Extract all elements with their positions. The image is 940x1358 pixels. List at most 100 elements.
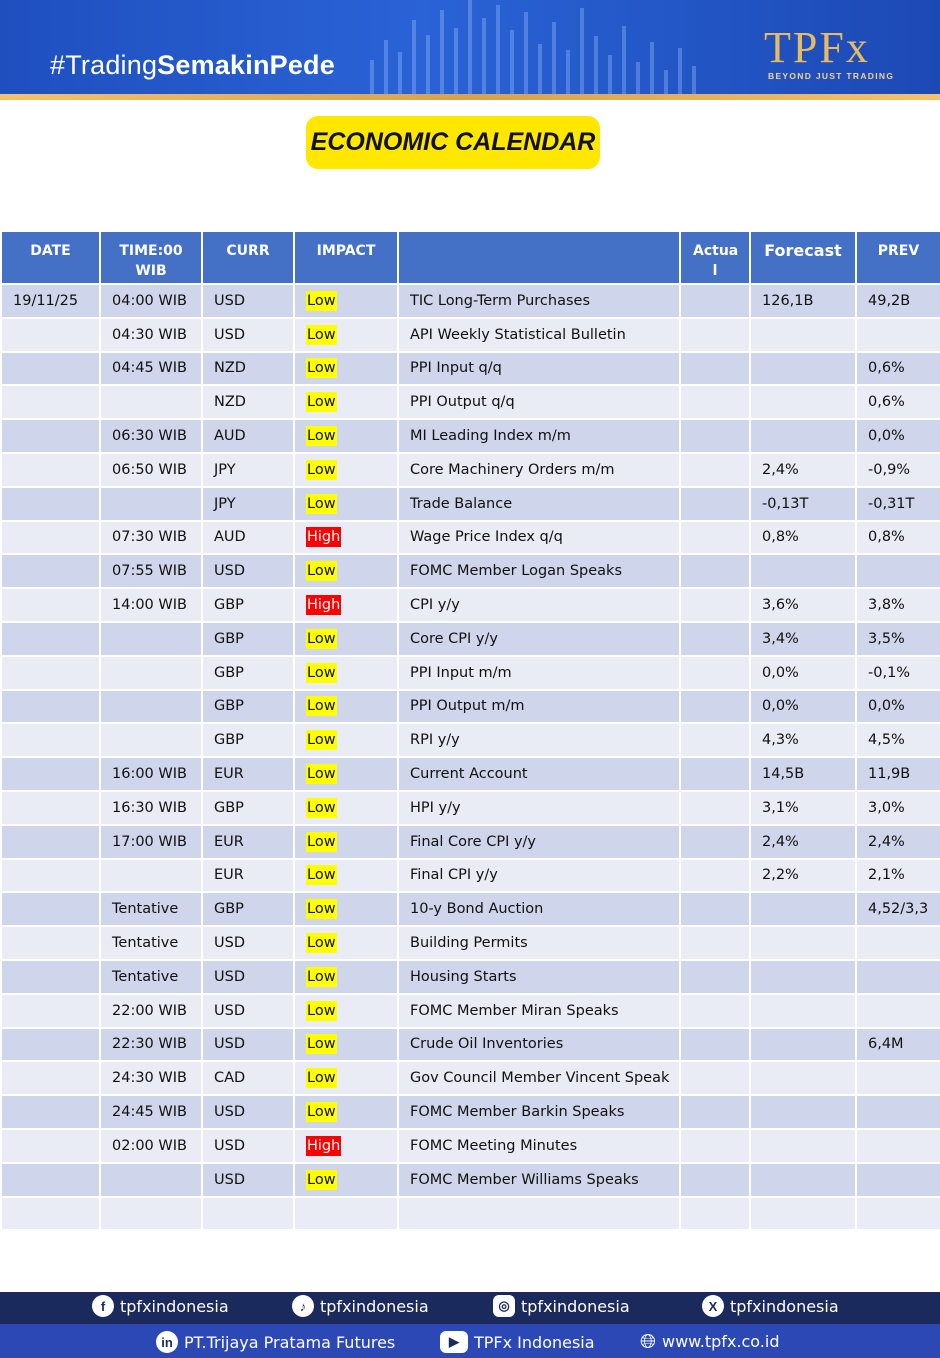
cell-forecast: 3,4% — [749, 620, 857, 657]
cell-curr: GBP — [201, 722, 295, 759]
footer-x[interactable]: X tpfxindonesia — [702, 1295, 839, 1317]
impact-badge: Low — [306, 797, 337, 818]
cell-forecast: 0,8% — [749, 519, 857, 556]
cell-time — [99, 722, 203, 759]
cell-prev: 0,0% — [855, 688, 940, 725]
cell-date — [0, 553, 101, 590]
footer-website[interactable]: 🌐︎ www.tpfx.co.id — [640, 1329, 780, 1353]
cell-time: 02:00 WIB — [99, 1127, 203, 1164]
cell-impact: Low — [293, 384, 399, 421]
table-row: Tentative GBP Low 10-y Bond Auction 4,52/3,3 — [0, 891, 940, 928]
cell-date: 19/11/25 — [0, 283, 101, 319]
table-row: 04:45 WIB NZD Low PPI Input q/q 0,6% — [0, 350, 940, 387]
table-row: 14:00 WIB GBP High CPI y/y 3,6% 3,8% — [0, 587, 940, 623]
table-header-row: DATE TIME:00 WIB CURR IMPACT Actua l For… — [0, 230, 940, 285]
cell-curr: GBP — [201, 587, 295, 623]
cell-forecast — [749, 891, 857, 928]
footer-tiktok[interactable]: ♪ tpfxindonesia — [292, 1295, 429, 1317]
cell-time: 04:45 WIB — [99, 350, 203, 387]
cell-prev — [855, 1094, 940, 1130]
cell-prev: 6,4M — [855, 1026, 940, 1063]
cell-time: 17:00 WIB — [99, 823, 203, 860]
cell-prev: 0,8% — [855, 519, 940, 556]
cell-curr: EUR — [201, 756, 295, 792]
impact-badge: Low — [306, 865, 337, 886]
cell-date — [0, 1195, 101, 1232]
table-row — [0, 1195, 940, 1232]
cell-forecast — [749, 925, 857, 961]
cell-impact: Low — [293, 553, 399, 590]
cell-time: 16:00 WIB — [99, 756, 203, 792]
cell-prev: 4,52/3,3 — [855, 891, 940, 928]
table-row: 07:55 WIB USD Low FOMC Member Logan Speaks — [0, 553, 940, 590]
cell-prev — [855, 992, 940, 1029]
facebook-icon: f — [92, 1295, 114, 1317]
footer-youtube[interactable]: ▶ TPFx Indonesia — [440, 1331, 595, 1353]
cell-time: 24:30 WIB — [99, 1060, 203, 1097]
footer-instagram[interactable]: ◎ tpfxindonesia — [493, 1295, 630, 1317]
col-header-date: DATE — [0, 230, 101, 285]
impact-badge: Low — [306, 426, 337, 447]
cell-curr: USD — [201, 283, 295, 319]
cell-event: FOMC Member Williams Speaks — [397, 1161, 681, 1198]
cell-impact — [293, 1195, 399, 1232]
cell-curr: NZD — [201, 384, 295, 421]
cell-curr: GBP — [201, 891, 295, 928]
cell-impact: High — [293, 519, 399, 556]
cell-event: Final CPI y/y — [397, 857, 681, 894]
cell-time — [99, 620, 203, 657]
cell-actual — [679, 925, 751, 961]
cell-forecast — [749, 1195, 857, 1232]
cell-time — [99, 688, 203, 725]
col-header-curr: CURR — [201, 230, 295, 285]
table-row: 22:00 WIB USD Low FOMC Member Miran Speaks — [0, 992, 940, 1029]
cell-forecast: 2,2% — [749, 857, 857, 894]
table-row: NZD Low PPI Output q/q 0,6% — [0, 384, 940, 421]
table-row: 24:45 WIB USD Low FOMC Member Barkin Speaks — [0, 1094, 940, 1130]
cell-time — [99, 485, 203, 522]
cell-date — [0, 823, 101, 860]
cell-actual — [679, 1026, 751, 1063]
cell-curr: AUD — [201, 418, 295, 454]
cell-date — [0, 519, 101, 556]
cell-curr: GBP — [201, 620, 295, 657]
cell-event: 10-y Bond Auction — [397, 891, 681, 928]
table-row: 24:30 WIB CAD Low Gov Council Member Vincen… — [0, 1060, 940, 1097]
col-header-actual: Actua l — [679, 230, 751, 285]
footer-facebook[interactable]: f tpfxindonesia — [92, 1295, 229, 1317]
cell-actual — [679, 519, 751, 556]
table-row: 16:30 WIB GBP Low HPI y/y 3,1% 3,0% — [0, 789, 940, 826]
hashtag-slogan: #TradingSemakinPede — [50, 50, 335, 80]
cell-event: Core CPI y/y — [397, 620, 681, 657]
col-header-impact: IMPACT — [293, 230, 399, 285]
logo-tagline: BEYOND JUST TRADING — [768, 71, 895, 81]
cell-event: PPI Output q/q — [397, 384, 681, 421]
cell-actual — [679, 587, 751, 623]
globe-icon: 🌐︎ — [640, 1329, 656, 1353]
cell-impact: High — [293, 587, 399, 623]
cell-impact: Low — [293, 789, 399, 826]
cell-impact: Low — [293, 925, 399, 961]
table-row: 02:00 WIB USD High FOMC Meeting Minutes — [0, 1127, 940, 1164]
cell-actual — [679, 823, 751, 860]
impact-badge: Low — [306, 764, 337, 785]
cell-forecast — [749, 316, 857, 353]
impact-badge: Low — [306, 1000, 337, 1021]
cell-impact: Low — [293, 722, 399, 759]
cell-date — [0, 1094, 101, 1130]
table-row: GBP Low Core CPI y/y 3,4% 3,5% — [0, 620, 940, 657]
cell-actual — [679, 1195, 751, 1232]
cell-impact: Low — [293, 891, 399, 928]
x-icon: X — [702, 1295, 724, 1317]
cell-time: 14:00 WIB — [99, 587, 203, 623]
footer-linkedin[interactable]: in PT.Trijaya Pratama Futures — [156, 1331, 395, 1353]
cell-actual — [679, 1060, 751, 1097]
cell-date — [0, 451, 101, 488]
impact-badge: Low — [306, 324, 337, 345]
cell-time: 07:55 WIB — [99, 553, 203, 590]
cell-event: Final Core CPI y/y — [397, 823, 681, 860]
cell-impact: Low — [293, 958, 399, 995]
cell-impact: Low — [293, 350, 399, 387]
cell-event: FOMC Member Miran Speaks — [397, 992, 681, 1029]
cell-curr: JPY — [201, 485, 295, 522]
